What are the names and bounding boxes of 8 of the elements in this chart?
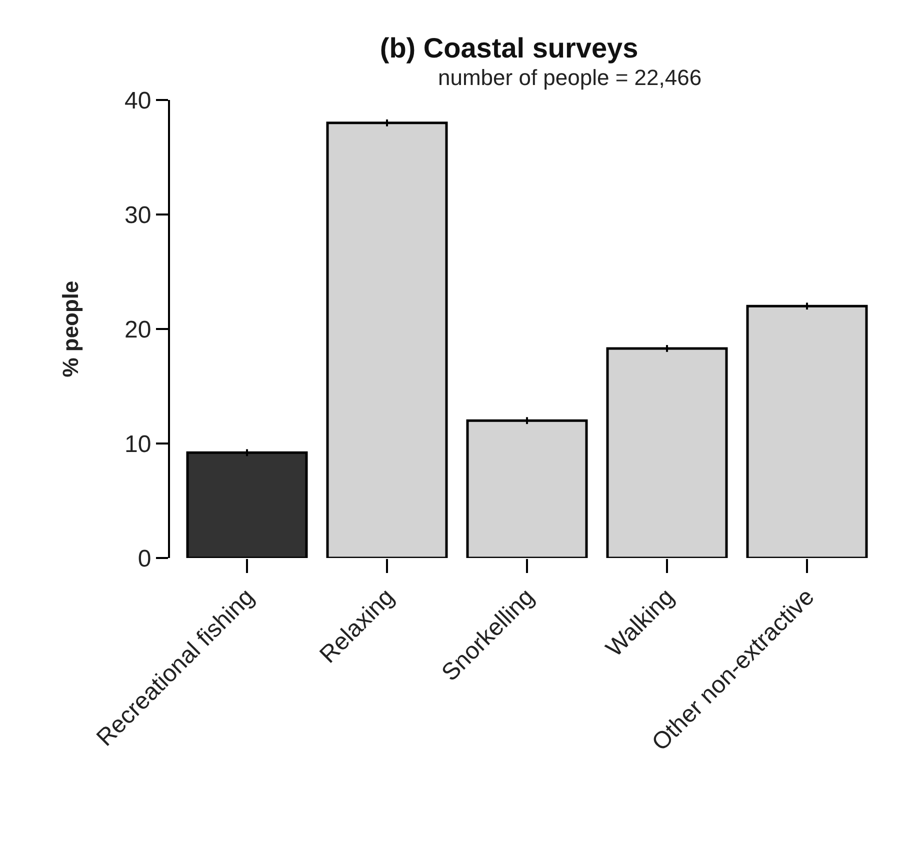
y-tick-label: 40 <box>124 87 152 114</box>
y-tick-label: 20 <box>124 316 152 344</box>
y-tick-label: 0 <box>138 545 152 572</box>
y-axis-title: % people <box>58 280 83 378</box>
y-tick-label: 10 <box>124 430 152 458</box>
y-tick-label: 30 <box>124 202 152 229</box>
chart-subtitle: number of people = 22,466 <box>438 65 702 90</box>
chart-title: (b) Coastal surveys <box>380 32 638 64</box>
